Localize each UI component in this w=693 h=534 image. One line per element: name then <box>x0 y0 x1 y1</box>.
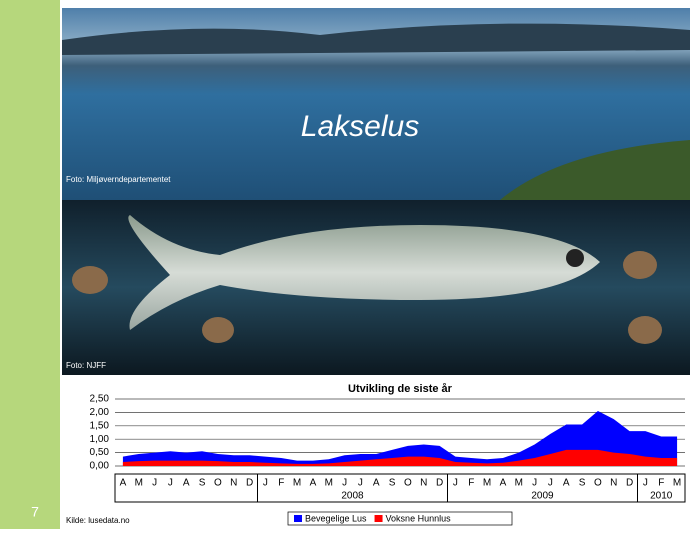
y-tick-label: 2,50 <box>90 394 110 405</box>
legend-swatch <box>294 515 302 522</box>
x-tick-label: M <box>515 478 523 489</box>
slide-number: 7 <box>31 504 39 520</box>
x-tick-label: O <box>214 478 222 489</box>
x-tick-label: F <box>658 478 664 489</box>
year-label: 2008 <box>341 491 364 502</box>
x-tick-label: F <box>278 478 284 489</box>
legend-label: Bevegelige Lus <box>305 513 367 523</box>
x-tick-label: J <box>453 478 458 489</box>
y-tick-label: 0,50 <box>90 447 110 458</box>
x-tick-label: M <box>135 478 143 489</box>
photo-credit: Foto: NJFF <box>66 361 106 370</box>
chart-title: Utvikling de siste år <box>348 383 453 395</box>
x-tick-label: D <box>246 478 253 489</box>
x-tick-label: A <box>183 478 190 489</box>
louse <box>623 251 657 279</box>
legend-label: Voksne Hunnlus <box>386 513 452 523</box>
legend: Bevegelige Lus Voksne Hunnlus <box>288 512 512 525</box>
x-tick-label: J <box>643 478 648 489</box>
year-label: 2010 <box>650 491 673 502</box>
x-tick-label: M <box>483 478 491 489</box>
x-tick-label: O <box>404 478 412 489</box>
y-tick-label: 1,00 <box>90 434 110 445</box>
x-tick-label: M <box>673 478 681 489</box>
x-tick-label: J <box>342 478 347 489</box>
louse <box>202 317 234 343</box>
x-tick-label: S <box>389 478 396 489</box>
x-tick-label: N <box>230 478 237 489</box>
legend-swatch <box>375 515 383 522</box>
x-tick-label: A <box>373 478 380 489</box>
photo-credit: Foto: Miljøverndepartementet <box>66 175 171 184</box>
x-tick-label: J <box>548 478 553 489</box>
x-tick-label: M <box>325 478 333 489</box>
x-tick-label: D <box>626 478 633 489</box>
x-tick-label: S <box>199 478 206 489</box>
x-tick-label: F <box>468 478 474 489</box>
x-tick-label: A <box>563 478 570 489</box>
fish-eye <box>566 249 584 267</box>
source: Kilde: lusedata.no <box>66 516 130 525</box>
x-tick-label: M <box>293 478 301 489</box>
x-tick-label: J <box>532 478 537 489</box>
x-tick-label: J <box>263 478 268 489</box>
x-tick-label: S <box>579 478 586 489</box>
x-tick-label: D <box>436 478 443 489</box>
x-tick-label: A <box>310 478 317 489</box>
x-tick-label: J <box>358 478 363 489</box>
slide: 7 Lakselus Foto: Miljøverndepartementet … <box>0 0 693 529</box>
x-tick-label: N <box>610 478 617 489</box>
x-tick-label: J <box>168 478 173 489</box>
x-tick-label: O <box>594 478 602 489</box>
photo-title: Lakselus <box>301 110 419 143</box>
y-tick-label: 2,00 <box>90 407 110 418</box>
louse <box>628 316 662 344</box>
x-tick-label: A <box>120 478 127 489</box>
y-tick-label: 1,50 <box>90 420 110 431</box>
louse <box>72 266 108 294</box>
side-bar <box>0 0 60 529</box>
y-tick-label: 0,00 <box>90 461 110 472</box>
x-tick-label: A <box>500 478 507 489</box>
x-tick-label: N <box>420 478 427 489</box>
year-label: 2009 <box>531 491 554 502</box>
x-tick-label: J <box>152 478 157 489</box>
